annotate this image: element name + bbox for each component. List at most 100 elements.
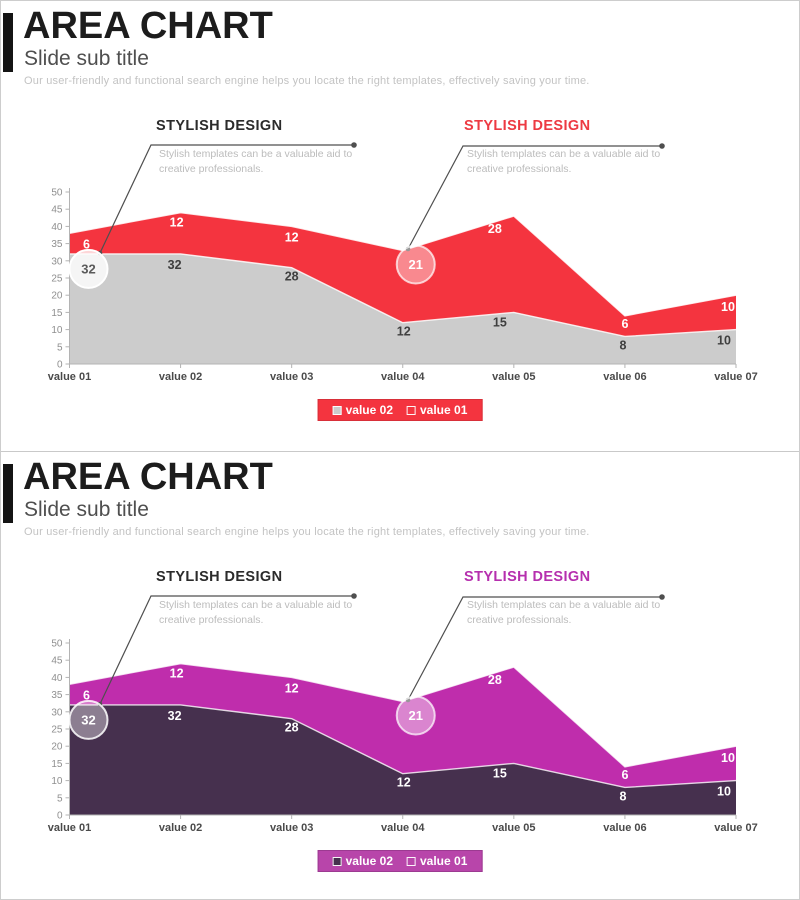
y-tick-label: 20 bbox=[51, 291, 63, 302]
slide-subtitle: Slide sub title bbox=[24, 47, 149, 70]
data-label: 8 bbox=[619, 789, 626, 803]
data-label: 12 bbox=[170, 216, 184, 230]
callout-left-title: STYLISH DESIGN bbox=[156, 118, 283, 134]
area-series-bottom bbox=[69, 704, 736, 815]
y-tick-label: 50 bbox=[51, 639, 63, 650]
marker-bubble bbox=[395, 244, 436, 285]
title-accent-bar bbox=[3, 13, 13, 72]
callout-right: STYLISH DESIGN Stylish templates can be … bbox=[464, 118, 679, 176]
data-label: 15 bbox=[493, 766, 507, 780]
area-series-top bbox=[69, 212, 736, 364]
x-tick-label: value 07 bbox=[714, 822, 757, 834]
slide-title: AREA CHART bbox=[23, 456, 273, 498]
data-label: 6 bbox=[83, 237, 90, 251]
data-label: 28 bbox=[285, 270, 299, 284]
y-tick-label: 50 bbox=[51, 188, 63, 199]
y-tick-label: 0 bbox=[57, 360, 63, 371]
y-tick-label: 45 bbox=[51, 656, 63, 667]
data-label: 12 bbox=[285, 230, 299, 244]
y-tick-label: 40 bbox=[51, 673, 63, 684]
data-label: 6 bbox=[621, 768, 628, 782]
y-tick-label: 45 bbox=[51, 205, 63, 216]
y-tick-label: 10 bbox=[51, 325, 63, 336]
legend-swatch-outline-icon bbox=[407, 405, 416, 415]
connector-anchor-dot bbox=[97, 701, 103, 707]
x-tick-label: value 03 bbox=[270, 371, 313, 383]
marker-label: 32 bbox=[81, 712, 95, 727]
data-label: 28 bbox=[285, 721, 299, 735]
x-tick-label: value 02 bbox=[159, 371, 202, 383]
chart-legend: value 02 value 01 bbox=[317, 850, 483, 872]
slide-area-chart-red: AREA CHART Slide sub title Our user-frie… bbox=[1, 1, 799, 450]
data-label: 15 bbox=[493, 315, 507, 329]
slide-subtitle: Slide sub title bbox=[24, 498, 149, 521]
legend-label: value 01 bbox=[420, 403, 468, 417]
legend-item: value 02 bbox=[332, 403, 393, 417]
legend-item: value 01 bbox=[407, 403, 467, 417]
slide-area-chart-purple: AREA CHART Slide sub title Our user-frie… bbox=[1, 451, 799, 899]
marker-label: 21 bbox=[409, 257, 423, 272]
data-label: 32 bbox=[168, 709, 182, 723]
legend-label: value 02 bbox=[345, 854, 393, 868]
data-label: 10 bbox=[717, 334, 731, 348]
y-tick-label: 10 bbox=[51, 776, 63, 787]
y-tick-label: 15 bbox=[51, 308, 63, 319]
connector-anchor-dot bbox=[405, 697, 411, 703]
marker-bubble bbox=[395, 695, 436, 736]
data-label: 12 bbox=[397, 325, 411, 339]
data-label: 12 bbox=[397, 776, 411, 790]
data-label: 28 bbox=[488, 673, 502, 687]
area-series-bottom bbox=[69, 253, 736, 364]
area-bottom-edge bbox=[69, 704, 737, 789]
y-tick-label: 20 bbox=[51, 742, 63, 753]
callout-left: STYLISH DESIGN Stylish templates can be … bbox=[156, 569, 371, 627]
y-tick-label: 35 bbox=[51, 690, 63, 701]
y-tick-label: 35 bbox=[51, 239, 63, 250]
legend-label: value 01 bbox=[420, 854, 468, 868]
callout-left-body: Stylish templates can be a valuable aid … bbox=[159, 148, 353, 175]
slide-title: AREA CHART bbox=[23, 5, 273, 47]
y-tick-label: 30 bbox=[51, 256, 63, 267]
callout-right-body: Stylish templates can be a valuable aid … bbox=[467, 599, 661, 626]
data-label: 6 bbox=[621, 317, 628, 331]
connector-anchor-dot bbox=[405, 246, 411, 252]
marker-label: 32 bbox=[81, 261, 95, 276]
callout-left-title: STYLISH DESIGN bbox=[156, 569, 283, 585]
marker-bubble bbox=[68, 248, 109, 289]
y-tick-label: 15 bbox=[51, 759, 63, 770]
legend-swatch-filled-icon bbox=[332, 405, 342, 415]
area-top-edge bbox=[69, 211, 737, 317]
x-tick-label: value 05 bbox=[492, 822, 535, 834]
callout-right-body: Stylish templates can be a valuable aid … bbox=[467, 148, 661, 175]
x-tick-label: value 07 bbox=[714, 371, 757, 383]
y-tick-label: 25 bbox=[51, 274, 63, 285]
data-label: 12 bbox=[285, 681, 299, 695]
x-tick-label: value 05 bbox=[492, 371, 535, 383]
legend-item: value 02 bbox=[332, 854, 393, 868]
callout-right-title: STYLISH DESIGN bbox=[464, 569, 591, 585]
area-series-top bbox=[69, 663, 736, 815]
x-tick-label: value 04 bbox=[381, 822, 425, 834]
y-tick-label: 5 bbox=[57, 342, 63, 353]
callout-left: STYLISH DESIGN Stylish templates can be … bbox=[156, 118, 371, 176]
x-tick-label: value 03 bbox=[270, 822, 313, 834]
x-tick-label: value 02 bbox=[159, 822, 202, 834]
connector-anchor-dot bbox=[97, 250, 103, 256]
y-tick-label: 30 bbox=[51, 707, 63, 718]
y-tick-label: 25 bbox=[51, 725, 63, 736]
legend-swatch-outline-icon bbox=[407, 856, 416, 866]
data-label: 10 bbox=[721, 300, 735, 314]
data-label: 6 bbox=[83, 688, 90, 702]
slide-description: Our user-friendly and functional search … bbox=[24, 75, 590, 87]
x-tick-label: value 06 bbox=[603, 371, 646, 383]
chart-legend: value 02 value 01 bbox=[317, 399, 483, 421]
legend-label: value 02 bbox=[345, 403, 393, 417]
area-bottom-edge bbox=[69, 253, 737, 338]
y-tick-label: 0 bbox=[57, 811, 63, 822]
data-label: 32 bbox=[168, 258, 182, 272]
data-label: 28 bbox=[488, 222, 502, 236]
data-label: 12 bbox=[170, 667, 184, 681]
callout-right-title: STYLISH DESIGN bbox=[464, 118, 591, 134]
legend-swatch-filled-icon bbox=[332, 856, 342, 866]
